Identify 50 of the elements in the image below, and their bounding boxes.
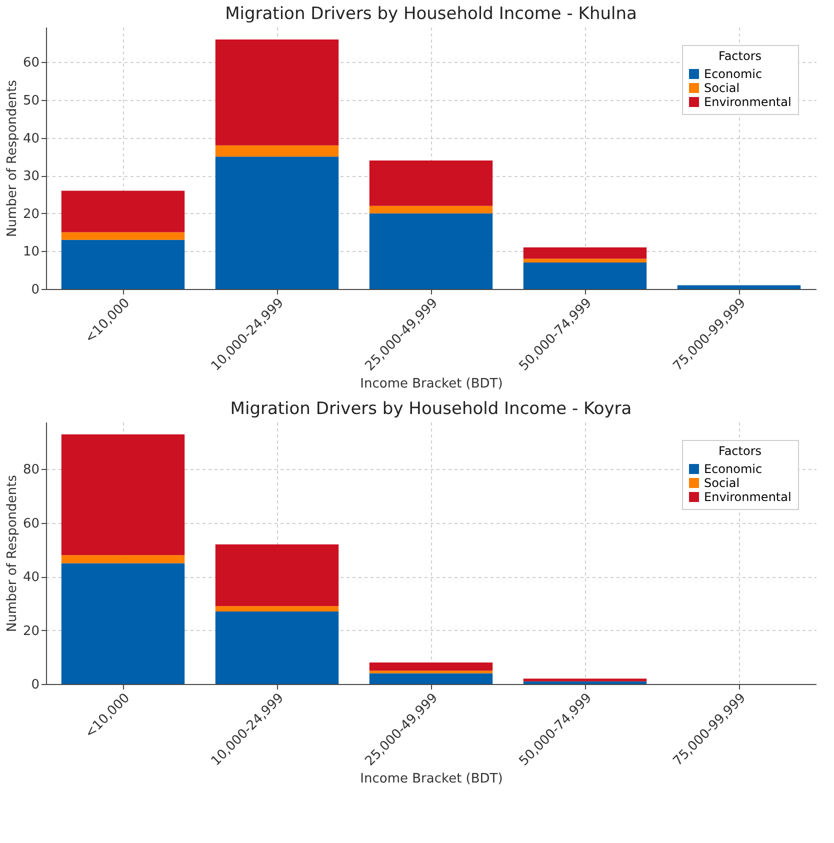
bar [523,262,647,289]
y-tick-label: 50 [22,93,40,108]
bar [523,258,647,263]
bar [369,670,493,674]
y-axis-title: Number of Respondents [4,474,20,632]
bar [215,145,339,157]
y-tick-label: 60 [22,56,40,71]
bar [61,434,185,556]
y-tick-label: 20 [22,206,40,222]
bar [523,678,647,682]
bar [215,544,339,606]
bar [61,232,185,240]
legend-label: Economic [704,67,762,81]
bar [677,285,801,289]
legend-label: Social [704,81,740,95]
bar [215,39,339,146]
y-axis-title: Number of Respondents [4,80,20,238]
bar [369,160,493,206]
bar [523,681,647,684]
x-axis-title: Income Bracket (BDT) [360,376,503,392]
legend-label: Environmental [704,95,792,109]
bar [523,247,647,259]
bar [369,673,493,684]
y-tick-label: 80 [22,462,40,478]
bar [61,240,185,289]
y-tick-label: 40 [22,570,40,586]
legend-label: Economic [704,462,762,476]
bar [215,612,339,684]
y-tick-label: 40 [22,131,40,146]
y-tick-label: 0 [31,678,40,692]
bar [215,156,339,289]
bar [61,190,185,232]
bar [61,563,185,684]
legend-label: Environmental [704,490,792,504]
bar [369,662,493,671]
bar [61,555,185,564]
bar [215,606,339,612]
y-tick-label: 60 [22,516,40,532]
y-tick-label: 10 [22,244,40,260]
x-axis-title: Income Bracket (BDT) [360,771,503,786]
y-tick-label: 0 [31,282,40,298]
legend-label: Social [704,476,740,490]
legend-title: Factors [718,49,762,63]
bar [369,206,493,214]
chart-title: Migration Drivers by Household Income - Koyra [230,399,632,419]
y-tick-label: 20 [22,624,40,639]
bar [369,213,493,289]
chart-title: Migration Drivers by Household Income - Khulna [225,4,637,24]
y-tick-label: 30 [22,169,40,184]
legend-title: Factors [718,444,762,458]
